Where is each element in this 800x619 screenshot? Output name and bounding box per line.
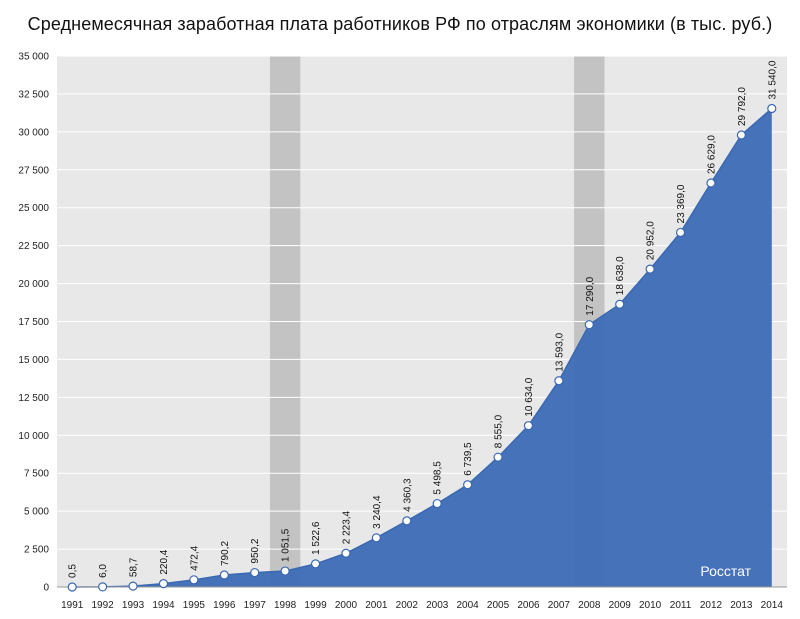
data-label: 3 240,4 xyxy=(372,495,383,529)
data-label: 220,4 xyxy=(159,549,170,574)
data-label: 1 522,6 xyxy=(311,521,322,555)
y-tick-label: 2 500 xyxy=(24,545,49,556)
data-label: 472,4 xyxy=(189,545,200,570)
data-point xyxy=(280,566,290,576)
x-tick-label: 1999 xyxy=(304,600,327,611)
x-tick-label: 2004 xyxy=(457,600,480,611)
data-point xyxy=(341,548,351,558)
data-label: 10 634,0 xyxy=(524,377,535,416)
data-point xyxy=(554,376,564,386)
data-label: 18 638,0 xyxy=(615,256,626,295)
data-point xyxy=(371,533,381,543)
data-label: 790,2 xyxy=(220,541,231,566)
y-tick-label: 0 xyxy=(43,583,49,594)
x-tick-label: 2001 xyxy=(365,600,388,611)
x-tick-label: 2014 xyxy=(761,600,784,611)
data-label: 20 952,0 xyxy=(646,221,657,260)
x-tick-label: 1996 xyxy=(213,600,236,611)
data-point xyxy=(432,498,442,509)
data-point xyxy=(402,516,412,526)
y-tick-label: 17 500 xyxy=(18,317,49,328)
data-point xyxy=(706,178,716,188)
data-label: 1 051,5 xyxy=(281,528,292,562)
x-tick-label: 1993 xyxy=(122,600,145,611)
y-tick-label: 25 000 xyxy=(18,203,49,214)
y-tick-label: 20 000 xyxy=(18,279,49,290)
series-area xyxy=(72,108,772,588)
x-tick-label: 2010 xyxy=(639,600,662,611)
data-label: 17 290,0 xyxy=(585,276,596,315)
data-point xyxy=(767,103,777,114)
data-point xyxy=(463,480,473,490)
x-tick-label: 1992 xyxy=(92,600,115,611)
data-point xyxy=(98,582,108,592)
y-tick-label: 10 000 xyxy=(18,431,49,442)
x-tick-label: 2007 xyxy=(548,600,571,611)
y-tick-label: 12 500 xyxy=(18,393,49,404)
data-point xyxy=(493,452,503,462)
data-point xyxy=(189,575,199,585)
data-label: 4 360,3 xyxy=(402,478,413,512)
data-label: 26 629,0 xyxy=(706,135,717,174)
x-tick-label: 1994 xyxy=(152,600,175,611)
x-tick-label: 1998 xyxy=(274,600,297,611)
data-point xyxy=(645,264,655,274)
data-label: 23 369,0 xyxy=(676,184,687,223)
y-tick-label: 35 000 xyxy=(18,52,49,63)
x-tick-label: 2013 xyxy=(730,600,753,611)
y-tick-label: 32 500 xyxy=(18,89,49,100)
x-tick-label: 2011 xyxy=(670,600,692,611)
data-label: 5 498,5 xyxy=(433,461,444,495)
data-point xyxy=(219,570,229,580)
data-point xyxy=(158,579,169,589)
y-tick-label: 7 500 xyxy=(24,469,49,480)
x-tick-label: 2009 xyxy=(609,600,632,611)
data-point xyxy=(128,581,138,591)
x-tick-label: 1997 xyxy=(244,600,267,611)
data-label: 29 792,0 xyxy=(737,87,748,126)
y-tick-label: 15 000 xyxy=(18,355,49,366)
x-tick-label: 2000 xyxy=(335,600,358,611)
data-point xyxy=(67,582,77,592)
x-tick-label: 1995 xyxy=(183,600,206,611)
y-tick-label: 22 500 xyxy=(18,241,49,252)
x-tick-label: 2003 xyxy=(426,600,449,611)
y-tick-label: 5 000 xyxy=(24,507,49,518)
data-point xyxy=(675,227,686,238)
data-label: 31 540,0 xyxy=(767,60,778,99)
data-label: 58,7 xyxy=(129,557,140,577)
data-label: 13 593,0 xyxy=(554,332,565,371)
data-label: 8 555,0 xyxy=(494,414,505,448)
x-tick-label: 2002 xyxy=(396,600,419,611)
x-tick-label: 2005 xyxy=(487,600,510,611)
x-tick-label: 2008 xyxy=(578,600,601,611)
y-tick-label: 30 000 xyxy=(18,127,49,138)
data-label: 2 223,4 xyxy=(341,510,352,544)
x-tick-label: 1991 xyxy=(61,600,84,611)
x-tick-label: 2006 xyxy=(517,600,540,611)
y-tick-label: 27 500 xyxy=(18,165,49,176)
x-tick-label: 2012 xyxy=(700,600,723,611)
data-point xyxy=(584,320,594,330)
series-line xyxy=(72,107,773,588)
chart-title: Среднемесячная заработная плата работник… xyxy=(27,14,773,34)
data-point xyxy=(615,299,625,309)
data-point xyxy=(736,130,746,140)
data-label: 6 739,5 xyxy=(463,442,474,476)
data-label: 0,5 xyxy=(68,564,79,578)
data-label: 950,2 xyxy=(250,538,261,563)
data-point xyxy=(310,559,321,569)
data-label: 6,0 xyxy=(98,564,109,578)
source-label: Росстат xyxy=(700,563,751,579)
data-point xyxy=(250,567,260,578)
data-point xyxy=(523,421,534,431)
